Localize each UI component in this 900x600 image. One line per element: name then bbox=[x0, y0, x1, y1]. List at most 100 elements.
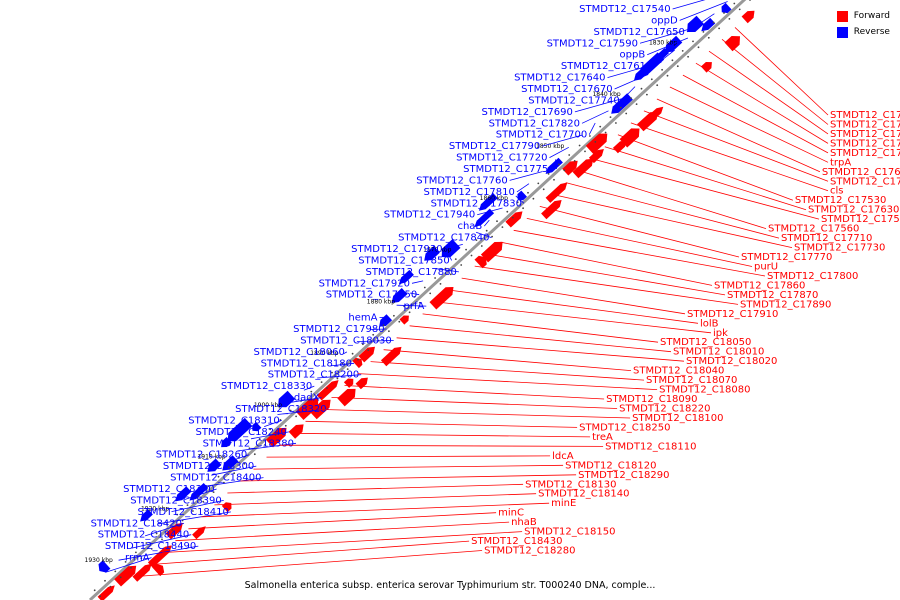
forward-gene-arrow bbox=[165, 522, 183, 540]
reverse-leader-line bbox=[303, 385, 315, 391]
reverse-leader-line bbox=[614, 74, 649, 90]
axis-tick-dot bbox=[599, 125, 602, 128]
forward-gene-arrow bbox=[358, 346, 375, 363]
forward-gene-label: lolB bbox=[700, 318, 719, 329]
reverse-gene-label: STMDT12_C17980 bbox=[293, 324, 384, 335]
axis-tick-dot bbox=[351, 352, 354, 355]
axis-tick-dot bbox=[609, 116, 612, 118]
axis-tick-dot bbox=[676, 65, 679, 68]
reverse-leader-line bbox=[679, 1, 728, 21]
reverse-leader-line bbox=[118, 545, 199, 561]
reverse-leader-line bbox=[477, 207, 503, 216]
reverse-gene-label: STMDT12_C17700 bbox=[496, 130, 587, 141]
reverse-gene-label: STMDT12_C18240 bbox=[195, 427, 286, 438]
forward-gene-label: STMDT12_C17710 bbox=[781, 233, 872, 244]
axis-tick-dot bbox=[135, 551, 137, 554]
axis-tick-dot bbox=[692, 40, 694, 43]
axis-tick-dot bbox=[460, 264, 463, 266]
reverse-swatch bbox=[836, 26, 848, 38]
reverse-gene-label: oppB bbox=[620, 50, 646, 61]
forward-leader-line bbox=[136, 550, 483, 577]
scale-tick-label: 1830 kbp bbox=[649, 40, 677, 47]
forward-leader-line bbox=[487, 253, 726, 296]
forward-gene-label: STMDT12_C17910 bbox=[687, 309, 778, 320]
reverse-gene-label: STMDT12_C17670 bbox=[521, 84, 612, 95]
axis-tick-dot bbox=[738, 8, 741, 11]
forward-leader-line bbox=[695, 62, 829, 144]
axis-tick-dot bbox=[423, 286, 426, 289]
forward-leader-line bbox=[292, 432, 591, 438]
forward-gene-arrow bbox=[192, 526, 206, 540]
reverse-leader-line bbox=[621, 86, 636, 101]
forward-leader-line bbox=[630, 122, 829, 192]
forward-gene-label: STMDT12_C17570 bbox=[830, 129, 900, 140]
reverse-gene-arrow bbox=[478, 193, 498, 211]
axis-tick-dot bbox=[470, 254, 473, 257]
forward-leader-line bbox=[383, 349, 632, 371]
reverse-gene-arrow bbox=[140, 509, 153, 522]
axis-tick-dot bbox=[336, 377, 339, 380]
axis-tick-dot bbox=[542, 188, 545, 191]
axis-tick-dot bbox=[537, 182, 540, 185]
forward-leader-line bbox=[357, 373, 658, 390]
axis-tick-dot bbox=[666, 74, 669, 77]
forward-gene-arrow bbox=[619, 128, 640, 148]
forward-gene-label: STMDT12_C17490 bbox=[830, 138, 900, 149]
reverse-gene-label: STMDT12_C17690 bbox=[481, 107, 572, 118]
reverse-leader-line bbox=[588, 122, 596, 135]
forward-leader-line bbox=[656, 98, 821, 173]
forward-leader-line bbox=[552, 194, 793, 248]
forward-gene-label: STMDT12_C18110 bbox=[605, 441, 696, 452]
reverse-gene-arrow bbox=[545, 157, 563, 174]
axis-tick-dot bbox=[119, 576, 122, 579]
forward-leader-line bbox=[214, 493, 537, 506]
forward-gene-arrow bbox=[429, 287, 454, 310]
forward-gene-label: STMDT12_C17630 bbox=[808, 205, 899, 216]
axis-tick-dot bbox=[243, 462, 246, 465]
axis-tick-dot bbox=[506, 210, 509, 213]
axis-tick-dot bbox=[130, 566, 132, 569]
reverse-leader-line bbox=[639, 25, 702, 44]
reverse-gene-label: STMDT12_C18320 bbox=[235, 404, 326, 415]
reverse-leader-line bbox=[356, 340, 394, 342]
axis-tick-dot bbox=[475, 239, 478, 242]
forward-gene-label: STMDT12_C17470 bbox=[830, 110, 900, 121]
sequence-caption: Salmonella enterica subsp. enterica sero… bbox=[244, 580, 656, 591]
reverse-gene-label: STMDT12_C17750 bbox=[463, 164, 554, 175]
axis-tick-dot bbox=[367, 349, 370, 351]
axis-tick-dot bbox=[212, 491, 215, 493]
reverse-leader-line bbox=[184, 488, 217, 500]
axis-tick-dot bbox=[594, 141, 597, 143]
axis-tick-dot bbox=[434, 277, 436, 279]
reverse-gene-label: STMDT12_C17590 bbox=[547, 38, 638, 49]
scale-tick-label: 1850 kbp bbox=[536, 143, 564, 150]
axis-tick-dot bbox=[403, 305, 406, 308]
axis-tick-dot bbox=[485, 229, 488, 232]
axis-tick-dot bbox=[357, 358, 359, 361]
axis-tick-dot bbox=[444, 267, 447, 270]
forward-leader-line bbox=[305, 420, 578, 428]
forward-leader-line bbox=[435, 301, 712, 334]
forward-gene-label: STMDT12_C17600 bbox=[822, 167, 900, 178]
reverse-leader-line bbox=[411, 280, 424, 284]
axis-tick-dot bbox=[124, 561, 127, 563]
axis-tick-dot bbox=[650, 78, 653, 81]
reverse-gene-label: STMDT12_C17640 bbox=[514, 73, 605, 84]
reverse-gene-label: STMDT12_C18390 bbox=[130, 495, 221, 506]
scale-tick-label: 1910 kbp bbox=[197, 454, 225, 461]
forward-gene-label: STMDT12_C17730 bbox=[794, 243, 885, 254]
axis-tick-dot bbox=[532, 197, 535, 200]
reverse-gene-label: dadX bbox=[294, 393, 320, 404]
reverse-leader-line bbox=[549, 146, 569, 158]
forward-gene-arrow bbox=[572, 158, 594, 179]
reverse-gene-label: STMDT12_C17830 bbox=[431, 198, 522, 209]
reverse-gene-arrow bbox=[221, 437, 232, 448]
forward-leader-line bbox=[253, 464, 564, 470]
axis-tick-dot bbox=[248, 447, 251, 450]
axis-tick-dot bbox=[702, 31, 705, 33]
axis-tick-dot bbox=[264, 443, 266, 446]
reverse-gene-label: STMDT12_C18340 bbox=[123, 484, 214, 495]
forward-leader-line bbox=[331, 397, 618, 409]
axis-tick-dot bbox=[640, 87, 643, 90]
